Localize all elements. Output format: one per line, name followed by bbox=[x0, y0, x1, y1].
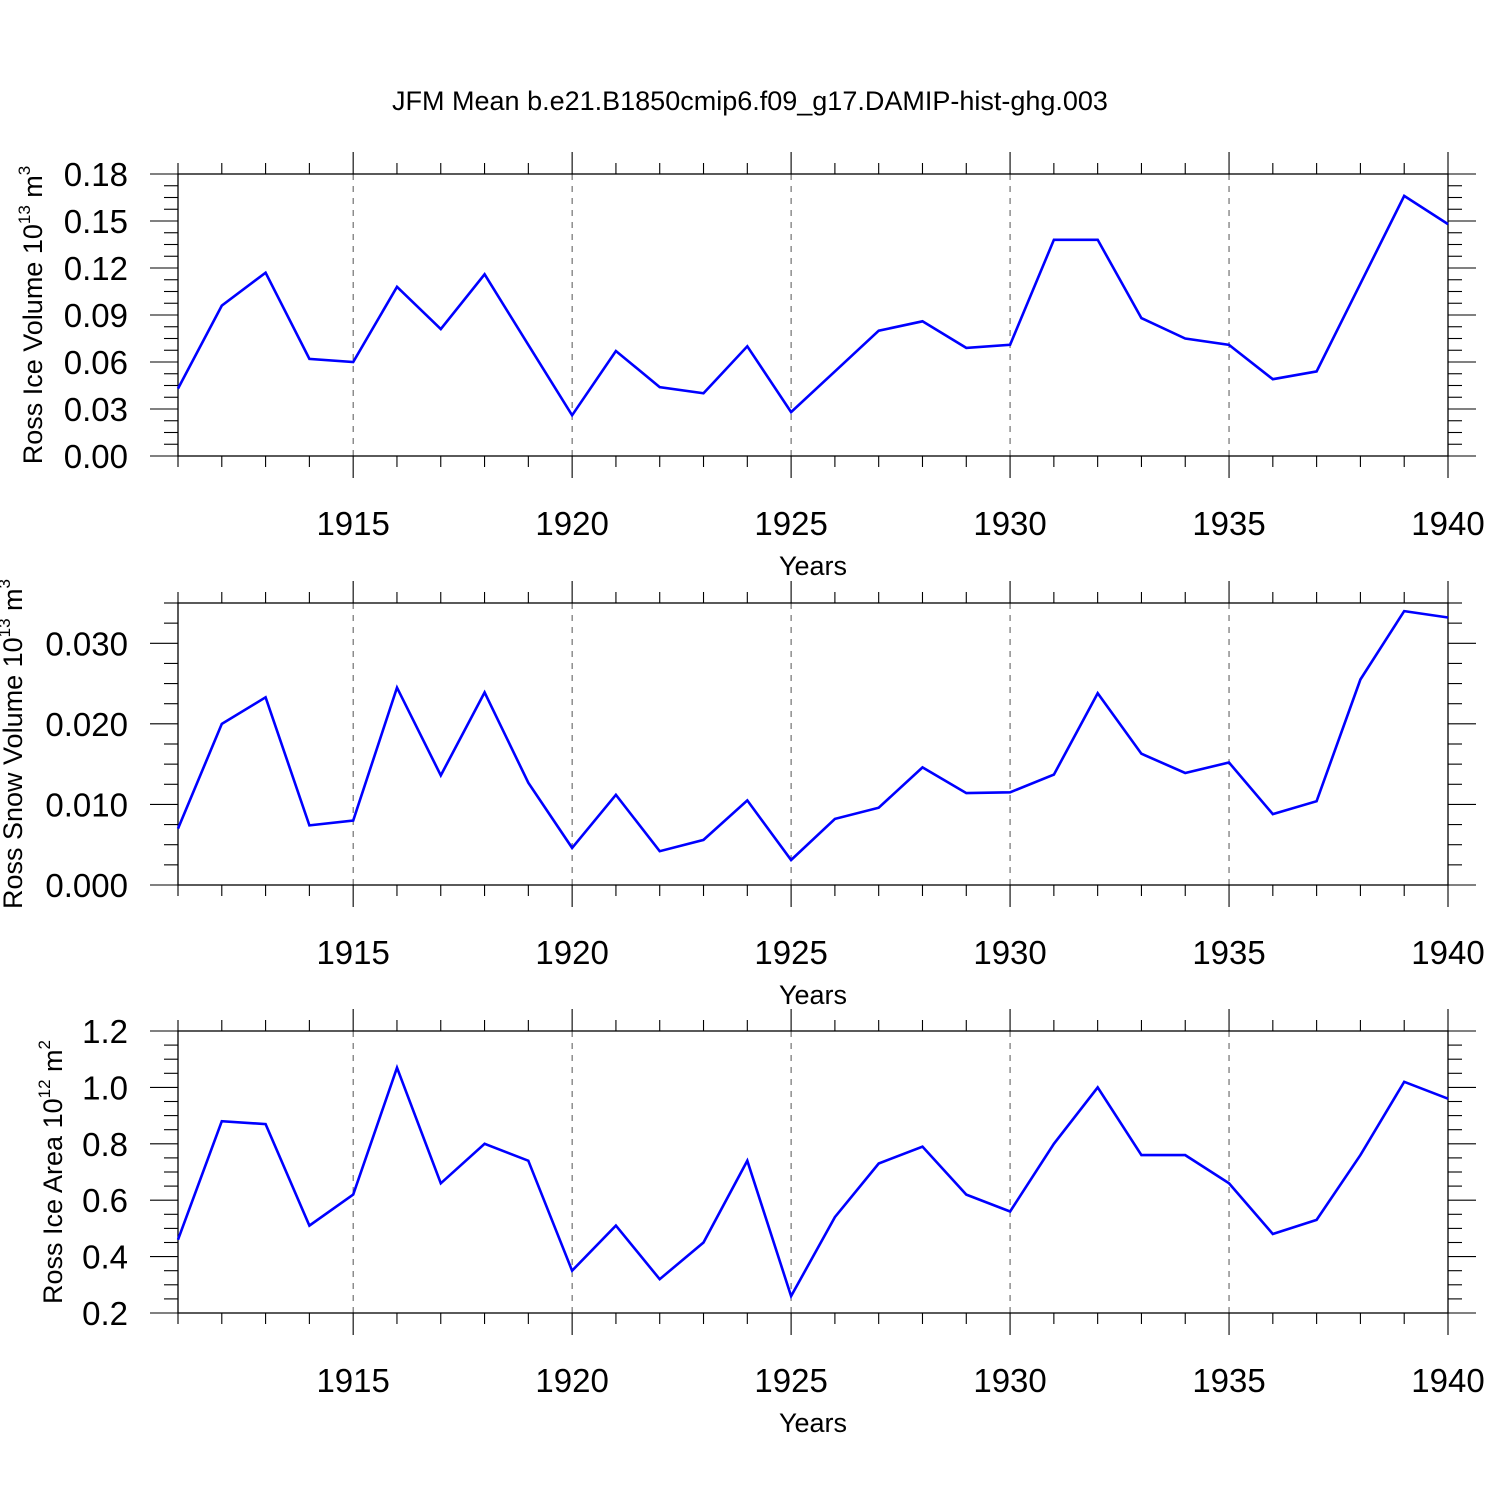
x-tick-label: 1930 bbox=[973, 934, 1046, 971]
y-axis-label: Ross Ice Area 1012 m2 bbox=[35, 1040, 68, 1304]
x-tick-label: 1920 bbox=[535, 934, 608, 971]
y-tick-label: 0.8 bbox=[82, 1126, 128, 1163]
series-line bbox=[176, 194, 1449, 418]
x-tick-label: 1940 bbox=[1411, 1362, 1484, 1399]
y-tick-label: 0.000 bbox=[45, 867, 128, 904]
x-tick-label: 1920 bbox=[535, 505, 608, 542]
y-tick-label: 0.00 bbox=[64, 438, 128, 475]
series-line bbox=[176, 1063, 1449, 1300]
figure-title: JFM Mean b.e21.B1850cmip6.f09_g17.DAMIP-… bbox=[392, 86, 1108, 116]
y-tick-label: 0.12 bbox=[64, 250, 128, 287]
y-tick-label: 1.0 bbox=[82, 1069, 128, 1106]
x-tick-label: 1935 bbox=[1192, 505, 1265, 542]
x-tick-label: 1940 bbox=[1411, 934, 1484, 971]
x-tick-label: 1925 bbox=[754, 1362, 827, 1399]
x-tick-label: 1915 bbox=[316, 1362, 389, 1399]
y-tick-label: 0.06 bbox=[64, 344, 128, 381]
y-tick-label: 1.2 bbox=[82, 1013, 128, 1050]
x-tick-label: 1915 bbox=[316, 505, 389, 542]
y-tick-label: 0.6 bbox=[82, 1182, 128, 1219]
x-tick-label: 1925 bbox=[754, 505, 827, 542]
panel-3: 0.2 0.4 0.6 0.8 1.0 1.2 1915 1920 1925 1930 1935 19… bbox=[35, 1009, 1485, 1438]
y-tick-label: 0.020 bbox=[45, 706, 128, 743]
x-tick-label: 1920 bbox=[535, 1362, 608, 1399]
y-tick-label: 0.010 bbox=[45, 786, 128, 823]
x-axis-label: Years bbox=[779, 1408, 847, 1438]
series-line bbox=[176, 609, 1449, 862]
x-tick-label: 1930 bbox=[973, 1362, 1046, 1399]
y-tick-label: 0.09 bbox=[64, 297, 128, 334]
x-tick-label: 1915 bbox=[316, 934, 389, 971]
panels: 0.00 0.03 0.06 0.09 0.12 0.15 0.18 1915 1920 1925… bbox=[0, 152, 1485, 1438]
x-tick-label: 1930 bbox=[973, 505, 1046, 542]
y-axis-label: Ross Snow Volume 1013 m3 bbox=[0, 579, 28, 909]
x-tick-label: 1925 bbox=[754, 934, 827, 971]
plot-frame bbox=[177, 173, 1449, 457]
panel-2: 0.000 0.010 0.020 0.030 1915 1920 1925 1930 1935… bbox=[0, 579, 1485, 1010]
y-tick-label: 0.03 bbox=[64, 391, 128, 428]
y-tick-label: 0.15 bbox=[64, 203, 128, 240]
y-tick-label: 0.030 bbox=[45, 625, 128, 662]
plot-frame bbox=[177, 1030, 1449, 1314]
y-tick-label: 0.2 bbox=[82, 1295, 128, 1332]
plot-frame bbox=[177, 602, 1449, 886]
y-tick-label: 0.4 bbox=[82, 1239, 128, 1276]
x-axis-label: Years bbox=[779, 551, 847, 581]
panel-1: 0.00 0.03 0.06 0.09 0.12 0.15 0.18 1915 1920 1925… bbox=[15, 152, 1485, 581]
x-axis-label: Years bbox=[779, 980, 847, 1010]
x-tick-label: 1940 bbox=[1411, 505, 1484, 542]
x-tick-label: 1935 bbox=[1192, 1362, 1265, 1399]
x-tick-label: 1935 bbox=[1192, 934, 1265, 971]
y-tick-label: 0.18 bbox=[64, 156, 128, 193]
y-axis-label: Ross Ice Volume 1013 m3 bbox=[15, 166, 48, 465]
